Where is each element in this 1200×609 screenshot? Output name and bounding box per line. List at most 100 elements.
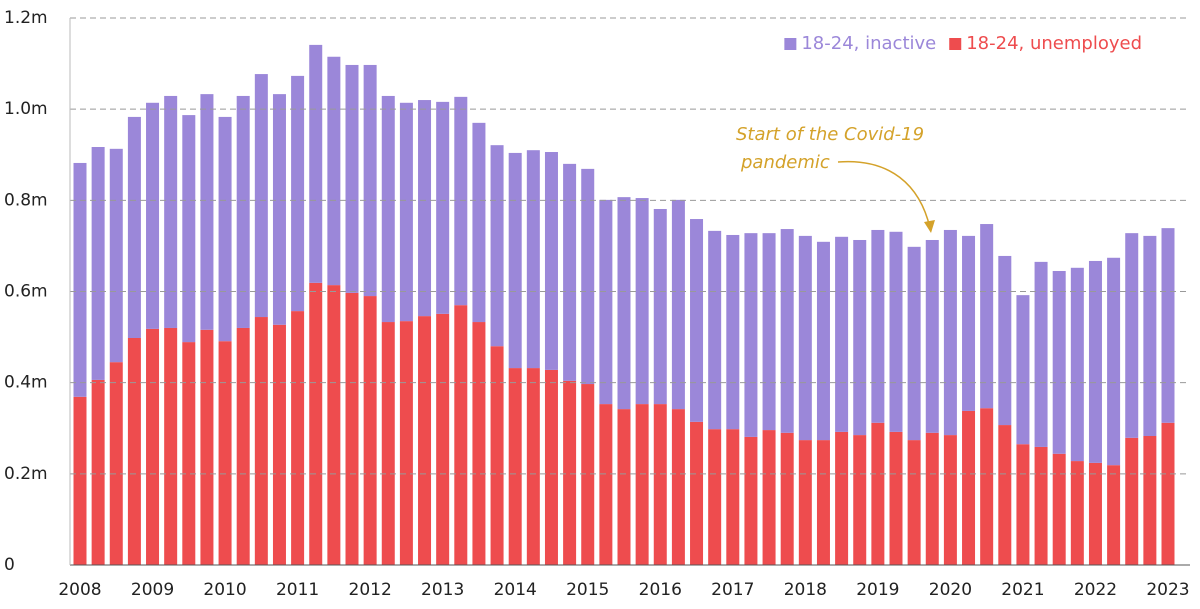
x-tick-label: 2019 bbox=[856, 580, 899, 600]
bar-segment bbox=[925, 432, 939, 565]
bar-segment bbox=[1052, 270, 1066, 454]
bar-segment bbox=[853, 435, 867, 565]
x-tick-label: 2015 bbox=[566, 580, 609, 600]
bar-segment bbox=[508, 152, 522, 369]
x-tick-label: 2023 bbox=[1146, 580, 1189, 600]
x-tick-label: 2017 bbox=[711, 580, 754, 600]
bar-segment bbox=[690, 219, 704, 422]
bar-segment bbox=[399, 102, 413, 322]
bar-segment bbox=[635, 198, 649, 405]
bar-segment bbox=[726, 429, 740, 565]
bar-segment bbox=[109, 362, 123, 565]
bar-segment bbox=[980, 408, 994, 565]
bar-segment bbox=[472, 322, 486, 565]
bar-segment bbox=[291, 75, 305, 312]
bar-segment bbox=[762, 233, 776, 431]
bar-segment bbox=[381, 95, 395, 323]
bar-segment bbox=[544, 369, 558, 565]
bar-segment bbox=[635, 404, 649, 565]
bar-segment bbox=[146, 328, 160, 565]
bar-segment bbox=[236, 327, 250, 565]
bar-segment bbox=[182, 342, 196, 565]
bar-segment bbox=[671, 199, 685, 410]
bar-segment bbox=[363, 64, 377, 297]
bar-segment bbox=[889, 231, 903, 432]
bar-segment bbox=[490, 145, 504, 347]
y-tick-label: 0.4m bbox=[4, 373, 48, 393]
bar-segment bbox=[835, 236, 849, 432]
bar-segment bbox=[889, 431, 903, 565]
bar-segment bbox=[182, 115, 196, 343]
bar-segment bbox=[1016, 444, 1030, 565]
bar-segment bbox=[309, 44, 323, 283]
bar-segment bbox=[907, 440, 921, 565]
bar-segment bbox=[690, 421, 704, 565]
bar-segment bbox=[309, 282, 323, 565]
bar-segment bbox=[581, 384, 595, 565]
bars bbox=[73, 44, 1175, 565]
bar-segment bbox=[871, 229, 885, 423]
x-tick-label: 2018 bbox=[784, 580, 827, 600]
bar-segment bbox=[1070, 461, 1084, 565]
bar-segment bbox=[780, 432, 794, 565]
bar-segment bbox=[127, 116, 141, 338]
legend-label: 18-24, inactive bbox=[801, 33, 936, 54]
bar-segment bbox=[291, 311, 305, 565]
bar-segment bbox=[1070, 267, 1084, 462]
x-tick-label: 2021 bbox=[1001, 580, 1044, 600]
y-tick-label: 0.6m bbox=[4, 282, 48, 302]
x-tick-label: 2020 bbox=[929, 580, 972, 600]
bar-segment bbox=[490, 346, 504, 565]
bar-segment bbox=[1143, 435, 1157, 565]
legend-swatch bbox=[784, 38, 797, 50]
bar-segment bbox=[218, 341, 232, 565]
bar-segment bbox=[418, 316, 432, 565]
bar-segment bbox=[962, 410, 976, 565]
bar-segment bbox=[653, 208, 667, 405]
annotation-text: Start of the Covid-19 bbox=[736, 124, 924, 145]
bar-segment bbox=[327, 56, 341, 286]
bar-segment bbox=[200, 329, 214, 565]
bar-segment bbox=[327, 285, 341, 565]
bar-segment bbox=[962, 235, 976, 411]
bar-segment bbox=[599, 404, 613, 565]
bar-segment bbox=[1161, 422, 1175, 565]
bar-segment bbox=[472, 122, 486, 323]
bar-segment bbox=[436, 313, 450, 565]
bar-segment bbox=[91, 379, 105, 565]
bar-segment bbox=[816, 241, 830, 441]
legend-label: 18-24, unemployed bbox=[966, 33, 1142, 54]
bar-segment bbox=[744, 436, 758, 565]
bar-segment bbox=[508, 368, 522, 565]
bar-segment bbox=[708, 429, 722, 565]
bar-segment bbox=[272, 94, 286, 325]
bar-segment bbox=[91, 147, 105, 380]
bar-segment bbox=[526, 150, 540, 369]
x-tick-label: 2010 bbox=[203, 580, 246, 600]
bar-segment bbox=[563, 163, 577, 381]
bar-segment bbox=[744, 233, 758, 437]
bar-segment bbox=[200, 94, 214, 330]
bar-segment bbox=[454, 305, 468, 565]
bar-segment bbox=[708, 230, 722, 430]
x-tick-label: 2011 bbox=[276, 580, 319, 600]
bar-segment bbox=[998, 255, 1012, 426]
x-tick-label: 2013 bbox=[421, 580, 464, 600]
bar-segment bbox=[1125, 437, 1139, 565]
bar-segment bbox=[581, 168, 595, 385]
bar-segment bbox=[345, 64, 359, 293]
bar-segment bbox=[146, 102, 160, 329]
bar-segment bbox=[436, 101, 450, 314]
bar-segment bbox=[272, 324, 286, 565]
x-tick-label: 2009 bbox=[131, 580, 174, 600]
x-tick-label: 2014 bbox=[494, 580, 537, 600]
bar-segment bbox=[617, 197, 631, 410]
bar-segment bbox=[345, 292, 359, 565]
bar-segment bbox=[835, 431, 849, 565]
bar-segment bbox=[816, 440, 830, 565]
bar-segment bbox=[998, 425, 1012, 565]
bar-segment bbox=[780, 229, 794, 433]
bar-segment bbox=[726, 234, 740, 430]
